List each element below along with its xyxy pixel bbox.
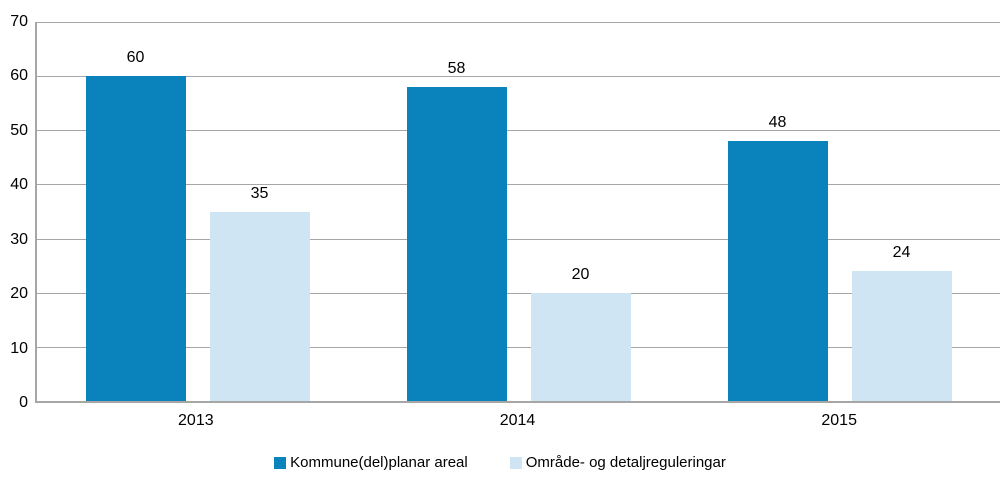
y-tick-label-70: 70 (10, 13, 28, 30)
gridline-y-60 (37, 76, 1000, 78)
legend-item: Kommune(del)planar areal (274, 454, 468, 471)
bar-2014-kommune-del-planar-areal: 58 (406, 60, 507, 401)
y-tick-label-20: 20 (10, 285, 28, 303)
gridline-y-10 (37, 346, 1000, 348)
bar-2015-omr-de-og-detaljreguleringar: 24 (851, 244, 952, 401)
value-label: 24 (892, 244, 911, 262)
y-tick-label-50: 50 (10, 121, 28, 139)
value-label: 35 (250, 184, 269, 202)
y-tick-label-30: 30 (10, 230, 28, 248)
legend-swatch-icon (274, 456, 287, 469)
value-label: 60 (126, 49, 145, 67)
bar-2013-kommune-del-planar-areal: 60 (85, 49, 186, 401)
value-label: 20 (571, 265, 590, 283)
gridline-y-50 (37, 130, 1000, 132)
bars-container: 60 35 58 20 48 24 (37, 22, 1000, 401)
gridline-y-30 (37, 238, 1000, 240)
bar-group-2013: 60 35 (37, 22, 358, 401)
legend-swatch-icon (509, 456, 522, 469)
value-label: 58 (447, 59, 466, 77)
x-category-label-2013: 2013 (178, 412, 214, 429)
legend-label: Område- og detaljreguleringar (525, 454, 726, 471)
legend-item: Område- og detaljreguleringar (509, 454, 726, 471)
y-tick-label-60: 60 (10, 67, 28, 85)
y-tick-label-10: 10 (10, 339, 28, 357)
bar-2015-kommune-del-planar-areal: 48 (727, 114, 828, 401)
y-axis: 0 10 20 30 40 50 60 70 (0, 13, 28, 411)
bar-2014-omr-de-og-detaljreguleringar: 20 (530, 266, 631, 401)
bar-group-2015: 48 24 (679, 22, 1000, 401)
gridline-y-40 (37, 184, 1000, 186)
value-label: 48 (768, 114, 787, 132)
plot-area: 60 35 58 20 48 24 (35, 22, 1000, 403)
y-tick-label-0: 0 (19, 394, 28, 411)
x-axis: 2013 2014 2015 (35, 412, 1000, 430)
gridline-y-20 (37, 292, 1000, 294)
bar-2013-omr-de-og-detaljreguleringar: 35 (209, 185, 310, 401)
x-category-label-2014: 2014 (499, 412, 536, 429)
bar-group-2014: 58 20 (358, 22, 679, 401)
y-tick-label-40: 40 (10, 176, 28, 194)
legend: Kommune(del)planar areal Område- og detal… (0, 454, 1000, 471)
x-category-label-2015: 2015 (821, 412, 857, 429)
legend-label: Kommune(del)planar areal (290, 454, 468, 471)
gridline-y-70 (37, 22, 1000, 23)
